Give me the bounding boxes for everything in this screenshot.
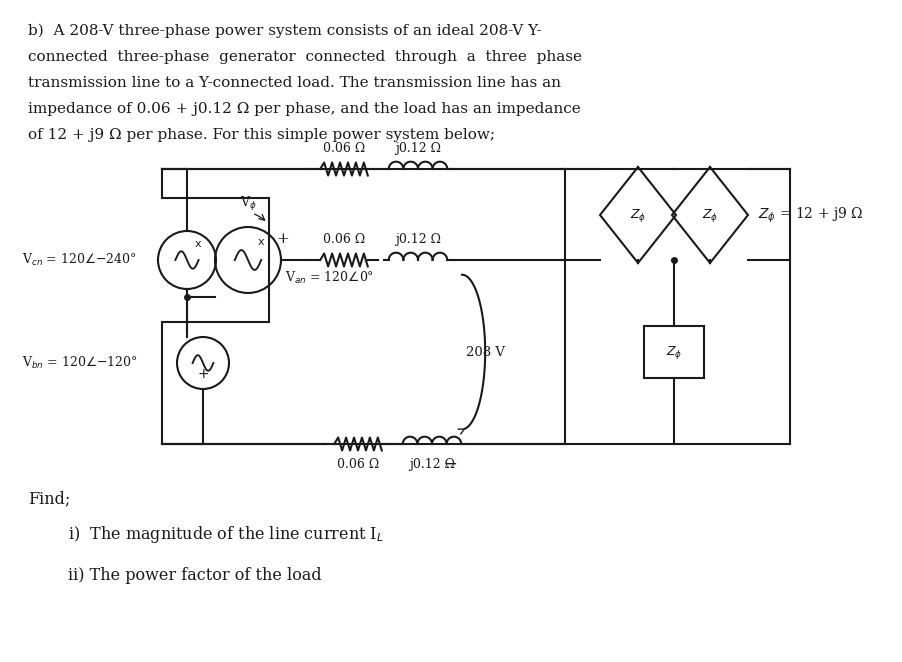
Text: of 12 + j9 Ω per phase. For this simple power system below;: of 12 + j9 Ω per phase. For this simple … xyxy=(28,128,495,142)
Text: impedance of 0.06 + j0.12 Ω per phase, and the load has an impedance: impedance of 0.06 + j0.12 Ω per phase, a… xyxy=(28,102,581,116)
Text: V$_{bn}$ = 120$\angle$$-$120°: V$_{bn}$ = 120$\angle$$-$120° xyxy=(22,355,138,371)
Text: x: x xyxy=(257,237,264,247)
Text: $Z_\phi$: $Z_\phi$ xyxy=(702,207,718,224)
Text: V$_\phi$: V$_\phi$ xyxy=(240,195,257,213)
Text: b)  A 208-V three-phase power system consists of an ideal 208-V Y-: b) A 208-V three-phase power system cons… xyxy=(28,24,541,38)
Text: $Z_\phi$: $Z_\phi$ xyxy=(666,344,682,361)
Text: connected  three-phase  generator  connected  through  a  three  phase: connected three-phase generator connecte… xyxy=(28,50,582,64)
Text: 208 V: 208 V xyxy=(466,346,505,359)
Text: V$_{an}$ = 120$\angle$0°: V$_{an}$ = 120$\angle$0° xyxy=(285,270,374,286)
Text: 0.06 Ω: 0.06 Ω xyxy=(336,458,379,471)
Text: 0.06 Ω: 0.06 Ω xyxy=(323,233,365,246)
Text: j0.12 Ω: j0.12 Ω xyxy=(409,458,455,471)
Text: V$_{cn}$ = 120$\angle$$-$240°: V$_{cn}$ = 120$\angle$$-$240° xyxy=(22,252,137,268)
Text: j0.12 Ω: j0.12 Ω xyxy=(395,142,441,155)
Text: −: − xyxy=(443,456,457,473)
Text: 0.06 Ω: 0.06 Ω xyxy=(323,142,365,155)
Text: +: + xyxy=(276,232,289,246)
Text: ii) The power factor of the load: ii) The power factor of the load xyxy=(68,567,322,584)
Text: j0.12 Ω: j0.12 Ω xyxy=(395,233,441,246)
Text: $Z_\phi$ = 12 + j9 Ω: $Z_\phi$ = 12 + j9 Ω xyxy=(758,205,863,224)
Text: $Z_\phi$: $Z_\phi$ xyxy=(630,207,646,224)
Bar xyxy=(644,326,704,378)
Text: x: x xyxy=(195,239,201,249)
Text: i)  The magnitude of the line current I$_L$: i) The magnitude of the line current I$_… xyxy=(68,524,384,545)
Text: +: + xyxy=(198,367,208,381)
Text: transmission line to a Y-connected load. The transmission line has an: transmission line to a Y-connected load.… xyxy=(28,76,561,90)
Text: Find;: Find; xyxy=(28,490,70,507)
